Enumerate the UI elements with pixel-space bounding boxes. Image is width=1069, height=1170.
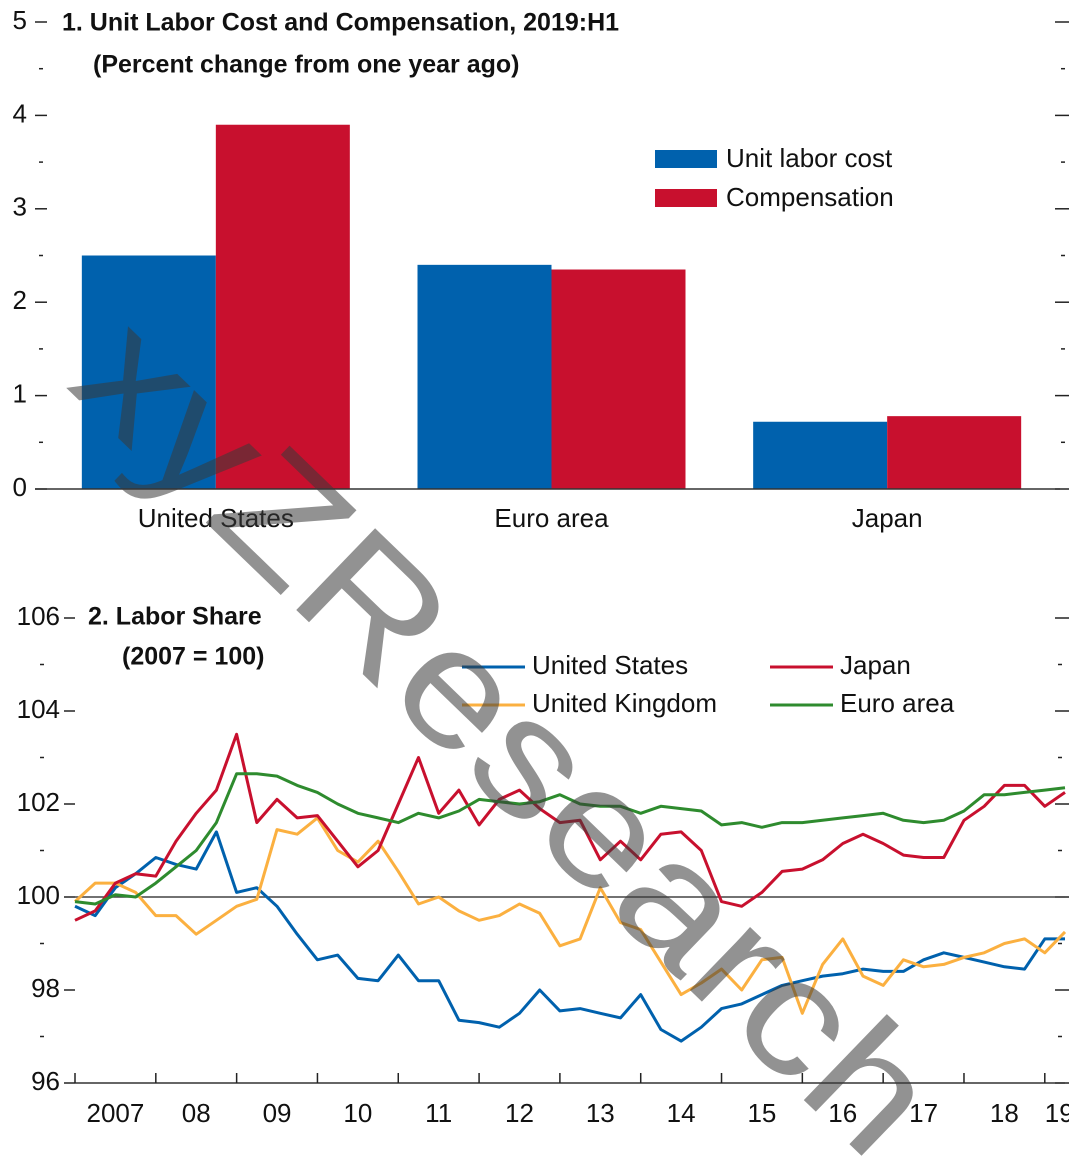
bar [417,264,552,489]
y-tick-label: 104 [17,694,60,724]
chart-subtitle: (2007 = 100) [122,643,264,671]
series-line [74,772,1066,906]
x-tick-label: 19:Q2 [1045,1098,1069,1128]
chart-title: 1. Unit Labor Cost and Compensation, 201… [62,9,619,37]
series-line [74,830,1065,1043]
x-tick-label: 16 [828,1098,857,1128]
x-tick-label: Japan [852,503,923,533]
legend-label: Unit labor cost [726,143,893,173]
bar [551,269,686,489]
legend-label: Euro area [840,688,955,718]
legend-label: United Kingdom [532,688,717,718]
x-tick-label: 18 [990,1098,1019,1128]
chart-title: 2. Labor Share [88,603,262,631]
x-tick-label: 14 [667,1098,696,1128]
legend-swatch [655,150,717,168]
x-tick-label: 17 [909,1098,938,1128]
y-tick-label: 106 [17,601,60,631]
x-tick-label: 2007 [86,1098,144,1128]
x-tick-label: 10 [343,1098,372,1128]
y-tick-label: 100 [17,880,60,910]
y-tick-label: 1 [13,378,27,408]
y-tick-label: 98 [31,973,60,1003]
y-tick-label: 4 [13,98,27,128]
y-tick-label: 96 [31,1066,60,1096]
y-tick-label: 3 [13,192,27,222]
legend-swatch [655,189,717,207]
bar [753,421,888,489]
x-tick-label: 13 [586,1098,615,1128]
x-tick-label: 09 [263,1098,292,1128]
x-tick-label: 11 [425,1098,452,1128]
legend-label: Compensation [726,182,894,212]
bar [81,255,216,489]
y-tick-label: 102 [17,787,60,817]
y-tick-label: 2 [13,285,27,315]
x-tick-label: 12 [505,1098,534,1128]
chart-subtitle: (Percent change from one year ago) [93,51,520,79]
series-line [73,816,1067,1015]
legend-label: Japan [840,650,911,680]
series-line [74,732,1066,922]
legend-label: United States [532,650,688,680]
y-tick-label: 5 [13,5,27,35]
x-tick-label: 15 [747,1098,776,1128]
y-tick-label: 0 [13,472,27,502]
x-tick-label: 08 [182,1098,211,1128]
x-tick-label: Euro area [494,503,609,533]
bar [887,416,1022,489]
x-tick-label: United States [138,503,294,533]
bar [215,124,350,490]
